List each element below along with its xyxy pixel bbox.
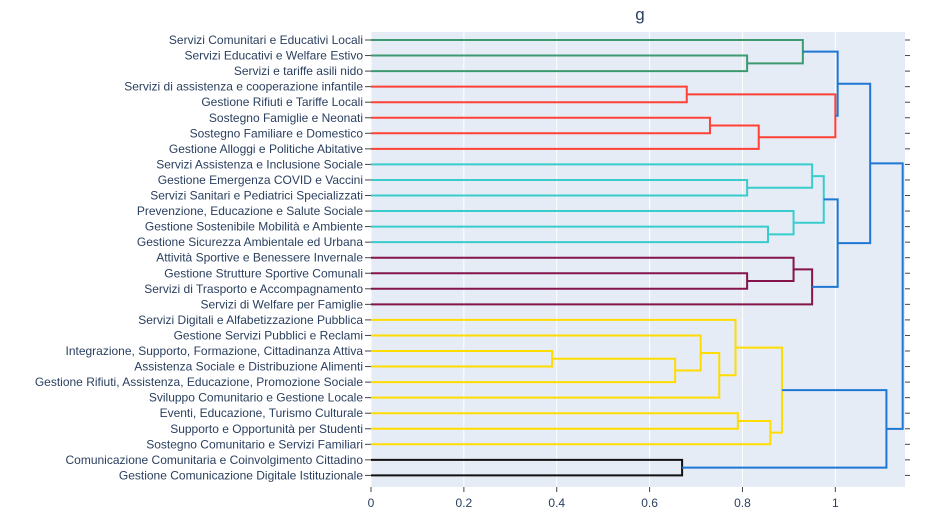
chart-title-fragment: g	[635, 5, 644, 24]
leaf-label: Servizi Sanitari e Pediatrici Specializz…	[150, 189, 363, 203]
leaf-label: Gestione Rifiuti, Assistenza, Educazione…	[35, 375, 363, 389]
x-tick-label: 0.2	[456, 496, 473, 510]
leaf-label: Gestione Sostenibile Mobilità e Ambiente	[145, 220, 363, 234]
x-axis: 0 0.2 0.4 0.6 0.8 1	[368, 487, 839, 510]
x-tick-label: 0.8	[734, 496, 751, 510]
branch-F1	[371, 458, 684, 477]
plot-background	[371, 32, 905, 487]
branch-ROOT	[870, 162, 904, 430]
leaf-label: Prevenzione, Educazione e Salute Sociale	[137, 204, 363, 218]
branch-D3	[371, 268, 814, 306]
leaf-label: Supporto e Opportunità per Studenti	[170, 422, 363, 436]
branch-C5	[793, 175, 825, 224]
leaf-label: Gestione Emergenza COVID e Vaccini	[158, 173, 363, 187]
leaf-label: Sostegno Comunitario e Servizi Familiari	[146, 437, 363, 451]
leaf-label: Servizi di Trasporto e Accompagnamento	[144, 282, 363, 296]
x-tick-label: 1	[832, 496, 839, 510]
leaf-label: Servizi e tariffe asili nido	[234, 64, 363, 78]
leaf-label: Servizi Digitali e Alfabetizzazione Pubb…	[138, 313, 363, 327]
branch-E5	[371, 318, 737, 377]
branch-B3	[371, 124, 760, 150]
x-tick-label: 0.4	[548, 496, 565, 510]
leaf-label: Integrazione, Supporto, Formazione, Citt…	[65, 344, 363, 358]
branch-E7	[371, 419, 772, 446]
leaf-label: Comunicazione Comunitaria e Coinvolgimen…	[66, 453, 364, 467]
leaf-label: Sostegno Familiare e Domestico	[190, 126, 364, 140]
leaf-labels: Servizi Comunitari e Educativi Locali Ser…	[35, 33, 363, 482]
leaf-label: Gestione Servizi Pubblici e Reclami	[174, 328, 363, 342]
leaf-label: Gestione Rifiuti e Tariffe Locali	[201, 95, 363, 109]
leaf-label: Gestione Alloggi e Politiche Abitative	[169, 142, 363, 156]
leaf-label: Gestione Sicurezza Ambientale ed Urbana	[137, 235, 363, 249]
axis-ticks	[365, 39, 910, 476]
leaf-label: Attività Sportive e Benessere Invernale	[156, 251, 363, 265]
leaf-label: Sviluppo Comunitario e Gestione Locale	[149, 391, 363, 405]
leaf-label: Servizi Comunitari e Educativi Locali	[169, 33, 363, 47]
leaf-label: Servizi di assistenza e cooperazione inf…	[124, 80, 363, 94]
leaf-label: Gestione Comunicazione Digitale Istituzi…	[119, 468, 363, 482]
leaf-label: Servizi di Welfare per Famiglie	[201, 297, 364, 311]
x-tick-label: 0.6	[641, 496, 658, 510]
x-tick-label: 0	[368, 496, 375, 510]
leaf-label: Eventi, Educazione, Turismo Culturale	[160, 406, 364, 420]
leaf-label: Sostegno Famiglie e Neonati	[209, 111, 363, 125]
leaf-label: Assistenza Sociale e Distribuzione Alime…	[134, 360, 363, 374]
leaf-label: Servizi Educativi e Welfare Estivo	[184, 49, 363, 63]
branch-C3	[371, 225, 770, 244]
dendrogram-branches	[371, 39, 904, 477]
branch-EF	[682, 389, 888, 469]
branch-C2	[371, 163, 814, 189]
leaf-label: Gestione Strutture Sportive Comunali	[164, 266, 363, 280]
leaf-label: Servizi Assistenza e Inclusione Sociale	[156, 157, 363, 171]
